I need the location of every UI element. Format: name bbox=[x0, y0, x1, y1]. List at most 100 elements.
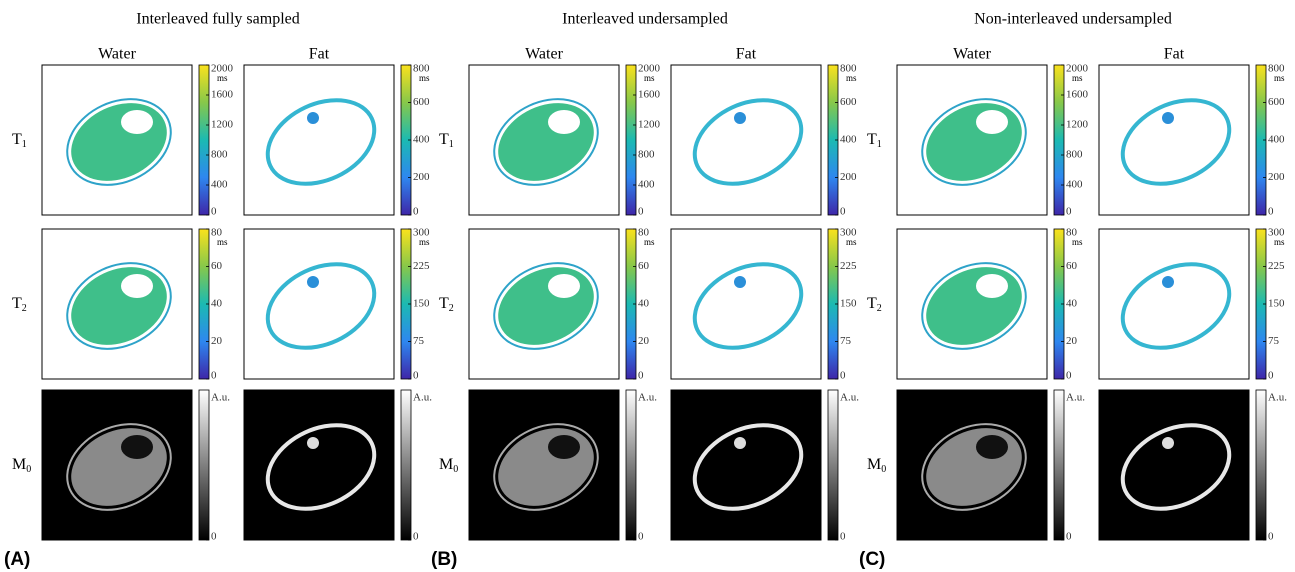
panel-label: (A) bbox=[4, 549, 30, 570]
colorbar-tick-label: 800 bbox=[413, 63, 430, 75]
tissue-gap bbox=[121, 435, 153, 459]
colorbar-tick-label: 400 bbox=[840, 134, 857, 146]
tissue-edge bbox=[921, 98, 1027, 186]
colorbar-tick-label: 0 bbox=[1268, 370, 1274, 382]
fat-ring bbox=[692, 98, 804, 186]
colorbar-tick-label: 0 bbox=[1066, 531, 1072, 543]
colorbar-unit: ms bbox=[846, 237, 857, 247]
colorbar-tick-label: 1600 bbox=[211, 89, 234, 101]
fat-blob bbox=[1162, 276, 1174, 288]
colorbar-unit: ms bbox=[419, 73, 430, 83]
colorbar bbox=[625, 389, 637, 541]
column-header: Fat bbox=[309, 46, 330, 63]
colorbar-tick-label: 225 bbox=[840, 260, 857, 272]
colorbar-tick-label: 20 bbox=[638, 335, 650, 347]
colorbar-tick-label: 800 bbox=[638, 149, 655, 161]
fat-blob bbox=[307, 437, 319, 449]
colorbar bbox=[1053, 64, 1065, 216]
colorbar-tick-label: 400 bbox=[1268, 134, 1285, 146]
fat-ring bbox=[692, 423, 804, 511]
panel-title: Interleaved fully sampled bbox=[136, 11, 300, 28]
colorbar-tick-label: 60 bbox=[211, 260, 223, 272]
row-label: T2 bbox=[867, 295, 882, 315]
fat-blob bbox=[307, 112, 319, 124]
column-header: Fat bbox=[736, 46, 757, 63]
colorbar-tick-label: 0 bbox=[638, 206, 644, 218]
row-label: T1 bbox=[867, 131, 882, 151]
colorbar-unit: ms bbox=[419, 237, 430, 247]
colorbar-unit: A.u. bbox=[1268, 392, 1287, 404]
tissue-edge bbox=[493, 423, 599, 511]
colorbar-tick-label: 200 bbox=[1268, 171, 1285, 183]
row-subscript: 2 bbox=[22, 303, 27, 314]
colorbar-tick-label: 0 bbox=[211, 531, 217, 543]
fat-ring bbox=[265, 262, 377, 350]
fat-ring bbox=[1120, 98, 1232, 186]
tissue-edge bbox=[66, 423, 172, 511]
colorbar-tick-label: 75 bbox=[1268, 335, 1280, 347]
colorbar-tick-label: 2000 bbox=[211, 63, 234, 75]
colorbar-unit: A.u. bbox=[638, 392, 657, 404]
colorbar-tick-label: 40 bbox=[211, 298, 223, 310]
fat-ring bbox=[692, 262, 804, 350]
row-subscript: 2 bbox=[449, 303, 454, 314]
colorbar bbox=[625, 64, 637, 216]
colorbar-tick-label: 600 bbox=[413, 96, 430, 108]
fat-blob bbox=[734, 112, 746, 124]
row-symbol: T bbox=[12, 131, 22, 148]
row-subscript: 0 bbox=[26, 464, 31, 475]
row-label: M0 bbox=[867, 456, 886, 476]
colorbar-tick-label: 0 bbox=[840, 206, 846, 218]
colorbar-tick-label: 400 bbox=[413, 134, 430, 146]
panel-title: Non-interleaved undersampled bbox=[974, 11, 1172, 28]
colorbar-tick-label: 40 bbox=[1066, 298, 1078, 310]
column-header: Fat bbox=[1164, 46, 1185, 63]
colorbar-unit: ms bbox=[217, 73, 228, 83]
colorbar-tick-label: 225 bbox=[1268, 260, 1285, 272]
colorbar-tick-label: 800 bbox=[211, 149, 228, 161]
row-subscript: 0 bbox=[453, 464, 458, 475]
colorbar-tick-label: 800 bbox=[840, 63, 857, 75]
colorbar bbox=[400, 389, 412, 541]
tissue-gap bbox=[976, 274, 1008, 298]
colorbar bbox=[198, 64, 210, 216]
row-symbol: T bbox=[439, 131, 449, 148]
row-symbol: M bbox=[12, 456, 26, 473]
colorbar-tick-label: 600 bbox=[840, 96, 857, 108]
colorbar-tick-label: 60 bbox=[638, 260, 650, 272]
row-subscript: 2 bbox=[877, 303, 882, 314]
colorbar-unit: ms bbox=[1274, 237, 1285, 247]
tissue-gap bbox=[121, 110, 153, 134]
colorbar-tick-label: 2000 bbox=[1066, 63, 1089, 75]
colorbar-unit: ms bbox=[1072, 73, 1083, 83]
fat-blob bbox=[1162, 437, 1174, 449]
panel-title: Interleaved undersampled bbox=[562, 11, 728, 28]
row-symbol: T bbox=[867, 295, 877, 312]
colorbar-tick-label: 150 bbox=[1268, 298, 1285, 310]
fat-blob bbox=[734, 276, 746, 288]
colorbar-tick-label: 225 bbox=[413, 260, 430, 272]
colorbar-tick-label: 0 bbox=[1066, 206, 1072, 218]
colorbar-tick-label: 300 bbox=[840, 227, 857, 239]
colorbar-tick-label: 40 bbox=[638, 298, 650, 310]
row-label: T2 bbox=[439, 295, 454, 315]
colorbar-tick-label: 800 bbox=[1066, 149, 1083, 161]
column-header: Water bbox=[98, 46, 136, 63]
fat-blob bbox=[734, 437, 746, 449]
colorbar-tick-label: 0 bbox=[413, 206, 419, 218]
colorbar-unit: A.u. bbox=[840, 392, 859, 404]
tissue-edge bbox=[493, 262, 599, 350]
tissue-edge bbox=[921, 423, 1027, 511]
row-symbol: T bbox=[439, 295, 449, 312]
colorbar-unit: ms bbox=[846, 73, 857, 83]
colorbar-tick-label: 0 bbox=[413, 370, 419, 382]
row-symbol: M bbox=[867, 456, 881, 473]
tissue-gap bbox=[976, 435, 1008, 459]
colorbar-tick-label: 0 bbox=[840, 531, 846, 543]
row-label: T1 bbox=[439, 131, 454, 151]
colorbar-unit: ms bbox=[217, 237, 228, 247]
colorbar-tick-label: 75 bbox=[840, 335, 852, 347]
colorbar-tick-label: 0 bbox=[638, 531, 644, 543]
row-label: T2 bbox=[12, 295, 27, 315]
column-header: Water bbox=[953, 46, 991, 63]
